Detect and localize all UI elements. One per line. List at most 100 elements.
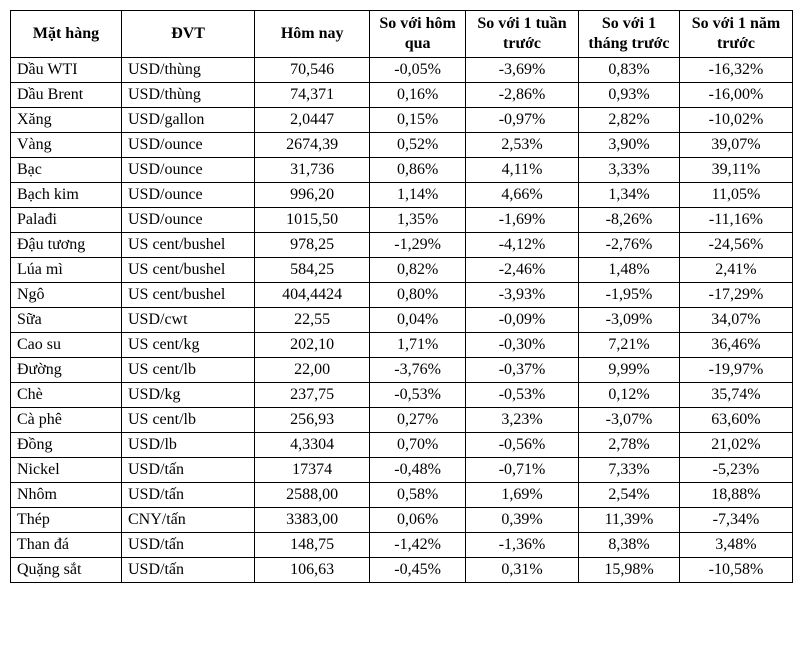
cell-d1: 0,82% xyxy=(370,258,466,283)
cell-item: Xăng xyxy=(11,108,122,133)
cell-item: Quặng sắt xyxy=(11,558,122,583)
cell-unit: USD/tấn xyxy=(121,533,254,558)
cell-item: Sữa xyxy=(11,308,122,333)
cell-y1: 35,74% xyxy=(679,383,792,408)
cell-m1: 3,33% xyxy=(579,158,680,183)
cell-today: 17374 xyxy=(255,458,370,483)
cell-item: Đồng xyxy=(11,433,122,458)
cell-w1: 0,39% xyxy=(466,508,579,533)
table-row: XăngUSD/gallon2,04470,15%-0,97%2,82%-10,… xyxy=(11,108,793,133)
table-header: Mặt hàng ĐVT Hôm nay So với hôm qua So v… xyxy=(11,11,793,58)
cell-item: Chè xyxy=(11,383,122,408)
cell-d1: 0,52% xyxy=(370,133,466,158)
cell-y1: 39,11% xyxy=(679,158,792,183)
cell-d1: 1,14% xyxy=(370,183,466,208)
cell-m1: -2,76% xyxy=(579,233,680,258)
cell-d1: -3,76% xyxy=(370,358,466,383)
table-row: NhômUSD/tấn2588,000,58%1,69%2,54%18,88% xyxy=(11,483,793,508)
table-row: Bạch kimUSD/ounce996,201,14%4,66%1,34%11… xyxy=(11,183,793,208)
cell-item: Cao su xyxy=(11,333,122,358)
table-row: PalađiUSD/ounce1015,501,35%-1,69%-8,26%-… xyxy=(11,208,793,233)
cell-y1: -19,97% xyxy=(679,358,792,383)
cell-item: Bạc xyxy=(11,158,122,183)
cell-item: Vàng xyxy=(11,133,122,158)
col-header-y1: So với 1 năm trước xyxy=(679,11,792,58)
cell-unit: USD/thùng xyxy=(121,58,254,83)
cell-today: 237,75 xyxy=(255,383,370,408)
cell-today: 22,00 xyxy=(255,358,370,383)
cell-m1: 2,54% xyxy=(579,483,680,508)
cell-d1: 0,04% xyxy=(370,308,466,333)
cell-unit: USD/tấn xyxy=(121,558,254,583)
table-row: Than đáUSD/tấn148,75-1,42%-1,36%8,38%3,4… xyxy=(11,533,793,558)
cell-w1: -3,93% xyxy=(466,283,579,308)
cell-today: 404,4424 xyxy=(255,283,370,308)
cell-today: 4,3304 xyxy=(255,433,370,458)
cell-w1: -0,30% xyxy=(466,333,579,358)
cell-m1: 2,82% xyxy=(579,108,680,133)
cell-w1: -2,46% xyxy=(466,258,579,283)
cell-unit: US cent/bushel xyxy=(121,258,254,283)
cell-item: Ngô xyxy=(11,283,122,308)
cell-item: Đậu tương xyxy=(11,233,122,258)
cell-today: 148,75 xyxy=(255,533,370,558)
cell-y1: 39,07% xyxy=(679,133,792,158)
cell-unit: CNY/tấn xyxy=(121,508,254,533)
cell-d1: -0,48% xyxy=(370,458,466,483)
cell-w1: 0,31% xyxy=(466,558,579,583)
cell-m1: 9,99% xyxy=(579,358,680,383)
cell-w1: -4,12% xyxy=(466,233,579,258)
cell-m1: 0,12% xyxy=(579,383,680,408)
table-body: Dầu WTIUSD/thùng70,546-0,05%-3,69%0,83%-… xyxy=(11,58,793,583)
cell-m1: 0,93% xyxy=(579,83,680,108)
cell-y1: -10,02% xyxy=(679,108,792,133)
cell-y1: -16,32% xyxy=(679,58,792,83)
cell-d1: 0,15% xyxy=(370,108,466,133)
col-header-unit: ĐVT xyxy=(121,11,254,58)
cell-d1: -0,05% xyxy=(370,58,466,83)
col-header-m1: So với 1 tháng trước xyxy=(579,11,680,58)
table-row: ĐồngUSD/lb4,33040,70%-0,56%2,78%21,02% xyxy=(11,433,793,458)
cell-d1: 0,86% xyxy=(370,158,466,183)
cell-y1: 36,46% xyxy=(679,333,792,358)
table-row: Cà phêUS cent/lb256,930,27%3,23%-3,07%63… xyxy=(11,408,793,433)
cell-today: 256,93 xyxy=(255,408,370,433)
cell-y1: -17,29% xyxy=(679,283,792,308)
col-header-w1: So với 1 tuần trước xyxy=(466,11,579,58)
cell-unit: USD/gallon xyxy=(121,108,254,133)
cell-unit: USD/tấn xyxy=(121,458,254,483)
cell-today: 1015,50 xyxy=(255,208,370,233)
cell-w1: -0,09% xyxy=(466,308,579,333)
table-row: Dầu WTIUSD/thùng70,546-0,05%-3,69%0,83%-… xyxy=(11,58,793,83)
cell-unit: USD/ounce xyxy=(121,133,254,158)
cell-m1: 15,98% xyxy=(579,558,680,583)
cell-y1: 34,07% xyxy=(679,308,792,333)
table-row: VàngUSD/ounce2674,390,52%2,53%3,90%39,07… xyxy=(11,133,793,158)
cell-d1: -1,42% xyxy=(370,533,466,558)
cell-w1: -0,97% xyxy=(466,108,579,133)
cell-m1: -8,26% xyxy=(579,208,680,233)
cell-d1: -1,29% xyxy=(370,233,466,258)
cell-today: 3383,00 xyxy=(255,508,370,533)
table-row: ĐườngUS cent/lb22,00-3,76%-0,37%9,99%-19… xyxy=(11,358,793,383)
table-row: NgôUS cent/bushel404,44240,80%-3,93%-1,9… xyxy=(11,283,793,308)
table-row: ChèUSD/kg237,75-0,53%-0,53%0,12%35,74% xyxy=(11,383,793,408)
cell-unit: USD/tấn xyxy=(121,483,254,508)
cell-d1: -0,45% xyxy=(370,558,466,583)
cell-unit: US cent/lb xyxy=(121,408,254,433)
cell-unit: US cent/kg xyxy=(121,333,254,358)
cell-item: Bạch kim xyxy=(11,183,122,208)
cell-item: Thép xyxy=(11,508,122,533)
cell-today: 31,736 xyxy=(255,158,370,183)
cell-y1: -7,34% xyxy=(679,508,792,533)
cell-d1: 0,58% xyxy=(370,483,466,508)
cell-w1: -3,69% xyxy=(466,58,579,83)
commodity-price-table: Mặt hàng ĐVT Hôm nay So với hôm qua So v… xyxy=(10,10,793,583)
col-header-d1: So với hôm qua xyxy=(370,11,466,58)
cell-today: 996,20 xyxy=(255,183,370,208)
cell-y1: -16,00% xyxy=(679,83,792,108)
cell-d1: 1,35% xyxy=(370,208,466,233)
cell-w1: -1,69% xyxy=(466,208,579,233)
table-row: SữaUSD/cwt22,550,04%-0,09%-3,09%34,07% xyxy=(11,308,793,333)
cell-m1: 8,38% xyxy=(579,533,680,558)
